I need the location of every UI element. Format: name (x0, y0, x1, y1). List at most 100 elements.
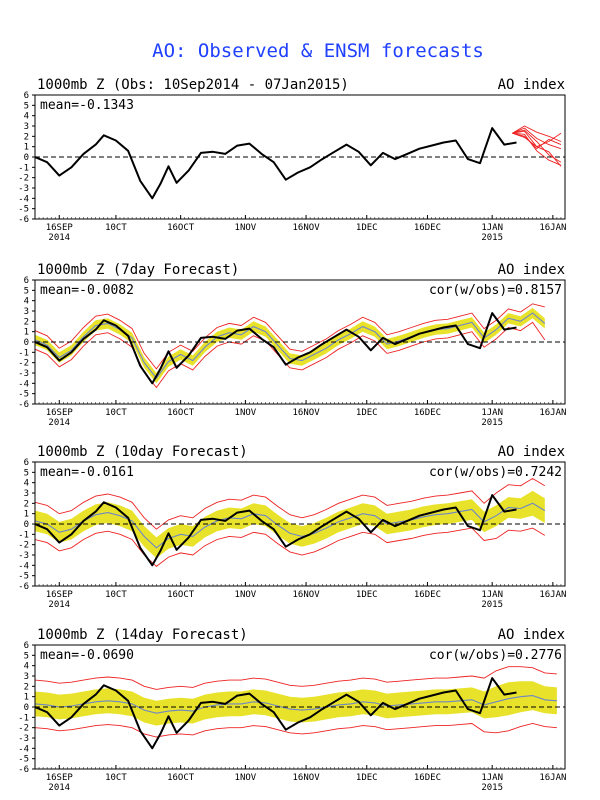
forecast-member-line (512, 132, 562, 148)
y-tick-label: 5 (24, 101, 29, 111)
panel-title: 1000mb Z (7day Forecast) (37, 262, 239, 278)
x-tick-label: 10CT (105, 590, 127, 600)
y-tick-label: -4 (18, 379, 29, 389)
y-tick-label: 3 (24, 489, 29, 499)
forecast-member-line (512, 127, 562, 150)
y-tick-label: 6 (24, 458, 29, 468)
ensemble-max-line (35, 666, 557, 690)
x-tick-year: 2014 (48, 783, 70, 793)
y-tick-label: -1 (18, 348, 29, 358)
forecast-member-line (512, 125, 562, 142)
x-tick-label: 1JAN (481, 223, 503, 233)
correlation-text: cor(w/obs)=0.7242 (429, 465, 562, 480)
x-tick-label: 10CT (105, 223, 127, 233)
x-tick-label: 16OCT (167, 590, 195, 600)
x-tick-label: 1JAN (481, 590, 503, 600)
plot-area (35, 666, 565, 750)
y-tick-label: -6 (18, 765, 29, 775)
y-tick-label: 1 (24, 693, 29, 703)
ensemble-spread-band (35, 490, 545, 559)
y-tick-label: 6 (24, 276, 29, 286)
x-tick-year: 2014 (48, 418, 70, 428)
y-tick-label: 0 (24, 703, 29, 713)
ensemble-min-line (35, 723, 557, 738)
y-tick-label: 2 (24, 132, 29, 142)
y-tick-label: -3 (18, 184, 29, 194)
x-tick-label: 10CT (105, 408, 127, 418)
plot-area (35, 125, 565, 200)
y-tick-label: 5 (24, 651, 29, 661)
x-tick-label: 16NOV (293, 773, 321, 783)
y-tick-label: -4 (18, 561, 29, 571)
x-tick-label: 1NOV (235, 590, 257, 600)
y-tick-label: -5 (18, 205, 29, 215)
mean-text: mean=-0.1343 (40, 98, 134, 113)
ensemble-max-line (35, 303, 545, 370)
x-tick-label: 16OCT (167, 223, 195, 233)
index-label: AO index (498, 262, 565, 278)
y-tick-label: -5 (18, 572, 29, 582)
index-label: AO index (498, 444, 565, 460)
plot-area (35, 303, 565, 389)
x-tick-label: 16SEP (46, 223, 74, 233)
x-tick-label: 16NOV (293, 223, 321, 233)
y-tick-label: -6 (18, 215, 29, 225)
panel-1: 1000mb Z (Obs: 10Sep2014 - 07Jan2015) AO … (18, 77, 566, 243)
x-tick-label: 1JAN (481, 408, 503, 418)
forecast-member-line (512, 132, 562, 166)
ensemble-mean-line (35, 695, 557, 714)
ensemble-spread-band (35, 681, 557, 726)
y-tick-label: -3 (18, 734, 29, 744)
y-tick-label: 4 (24, 297, 29, 307)
x-tick-label: 1JAN (481, 773, 503, 783)
x-tick-label: 16NOV (293, 590, 321, 600)
panel-title: 1000mb Z (Obs: 10Sep2014 - 07Jan2015) (37, 77, 349, 93)
y-tick-label: -6 (18, 582, 29, 592)
y-tick-label: 2 (24, 317, 29, 327)
y-tick-label: 5 (24, 286, 29, 296)
y-tick-label: 1 (24, 143, 29, 153)
x-tick-label: 16DEC (414, 223, 441, 233)
mean-text: mean=-0.0082 (40, 283, 134, 298)
x-tick-year: 2015 (481, 418, 503, 428)
x-tick-label: 16DEC (414, 408, 441, 418)
x-tick-label: 16SEP (46, 590, 74, 600)
y-tick-label: 0 (24, 153, 29, 163)
panel-title: 1000mb Z (10day Forecast) (37, 444, 248, 460)
panel-2: 1000mb Z (7day Forecast) AO index6543210-… (18, 262, 566, 428)
y-tick-label: -1 (18, 530, 29, 540)
ensemble-mean-line (35, 502, 546, 549)
observed-line (35, 494, 517, 567)
x-tick-label: 1NOV (235, 773, 257, 783)
y-tick-label: 1 (24, 510, 29, 520)
x-tick-label: 16JAN (539, 223, 566, 233)
x-tick-label: 10CT (105, 773, 127, 783)
mean-text: mean=-0.0690 (40, 648, 134, 663)
observed-line (35, 127, 517, 200)
y-tick-label: -6 (18, 400, 29, 410)
x-tick-label: 16OCT (167, 408, 195, 418)
mean-text: mean=-0.0161 (40, 465, 134, 480)
x-tick-label: 1DEC (356, 590, 378, 600)
forecast-member-line (512, 132, 562, 150)
y-tick-label: -3 (18, 369, 29, 379)
main-title: AO: Observed & ENSM forecasts (152, 40, 484, 62)
panel-3: 1000mb Z (10day Forecast) AO index6543210… (18, 444, 566, 610)
y-tick-label: -2 (18, 359, 29, 369)
ensemble-spread-band (35, 307, 545, 384)
y-tick-label: 4 (24, 662, 29, 672)
ensemble-max-line (35, 477, 546, 530)
y-tick-label: -3 (18, 551, 29, 561)
y-tick-label: -5 (18, 755, 29, 765)
y-tick-label: -2 (18, 174, 29, 184)
y-tick-label: 4 (24, 479, 29, 489)
index-label: AO index (498, 77, 565, 93)
y-tick-label: 3 (24, 672, 29, 682)
x-tick-year: 2015 (481, 600, 503, 610)
x-tick-label: 16SEP (46, 773, 74, 783)
x-tick-label: 16JAN (539, 590, 566, 600)
y-tick-label: 1 (24, 328, 29, 338)
y-tick-label: 4 (24, 112, 29, 122)
x-tick-year: 2014 (48, 600, 70, 610)
